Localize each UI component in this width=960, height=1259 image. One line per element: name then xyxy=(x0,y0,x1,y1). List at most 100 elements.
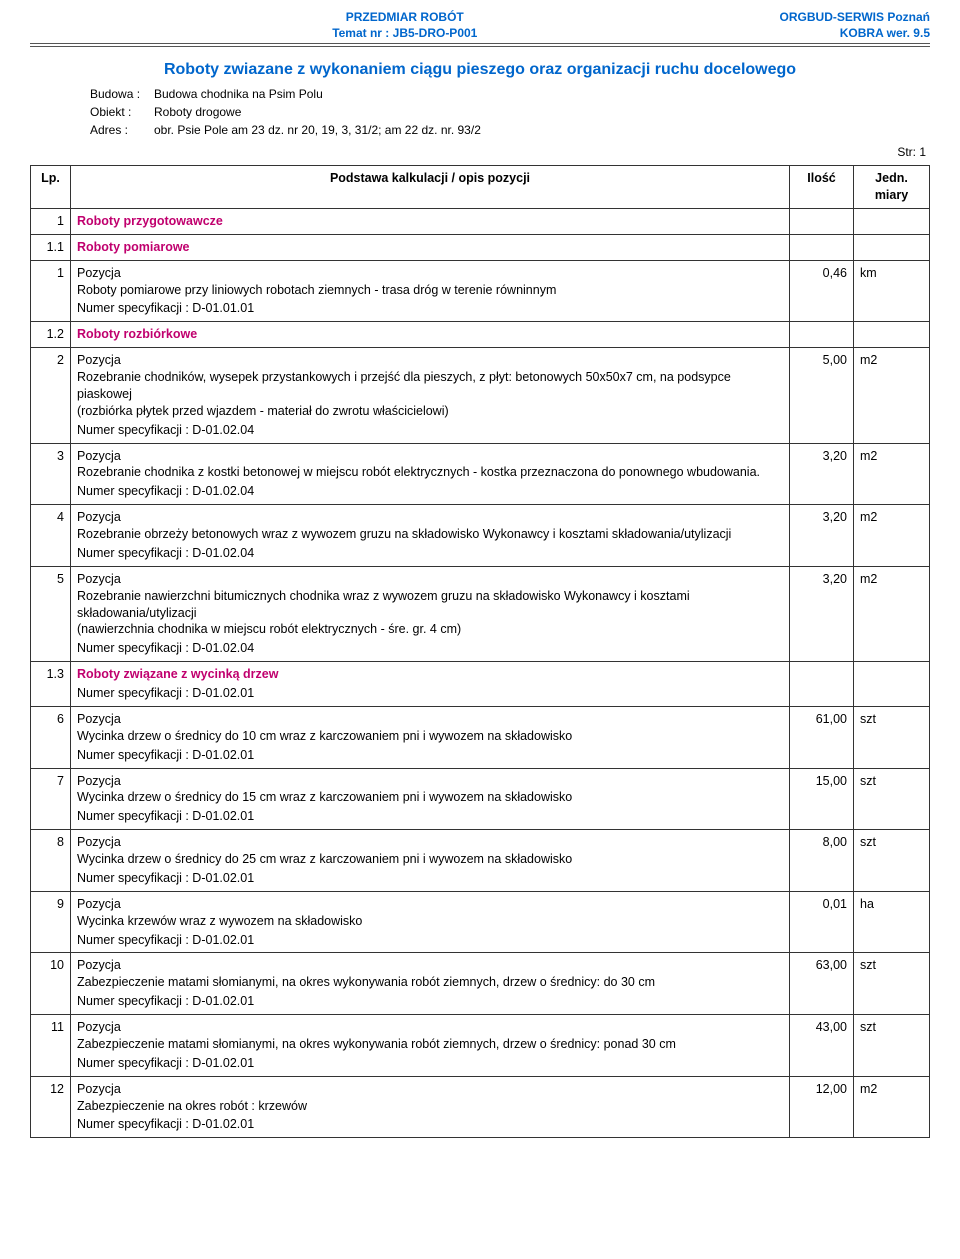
cell-lp: 6 xyxy=(31,706,71,768)
col-header-unit: Jedn. miary xyxy=(854,166,930,209)
spec-line: Numer specyfikacji : D-01.02.01 xyxy=(77,870,783,887)
table-row: 2PozycjaRozebranie chodników, wysepek pr… xyxy=(31,348,930,443)
cell-qty: 15,00 xyxy=(790,768,854,830)
cell-unit xyxy=(854,208,930,234)
table-row: 9PozycjaWycinka krzewów wraz z wywozem n… xyxy=(31,891,930,953)
position-title: Pozycja xyxy=(77,834,783,851)
spec-line: Numer specyfikacji : D-01.02.04 xyxy=(77,422,783,439)
position-body-line: Rozebranie chodnika z kostki betonowej w… xyxy=(77,464,783,481)
cell-lp: 2 xyxy=(31,348,71,443)
cell-lp: 9 xyxy=(31,891,71,953)
position-body-line: (nawierzchnia chodnika w miejscu robót e… xyxy=(77,621,783,638)
cell-lp: 5 xyxy=(31,566,71,661)
cell-lp: 12 xyxy=(31,1076,71,1138)
table-header-row: Lp. Podstawa kalkulacji / opis pozycji I… xyxy=(31,166,930,209)
position-title: Pozycja xyxy=(77,571,783,588)
meta-label-obiekt: Obiekt : xyxy=(90,103,154,121)
cell-unit: km xyxy=(854,260,930,322)
position-body-line: Wycinka drzew o średnicy do 10 cm wraz z… xyxy=(77,728,783,745)
cell-unit: szt xyxy=(854,1015,930,1077)
position-body-line: Zabezpieczenie matami słomianymi, na okr… xyxy=(77,1036,783,1053)
position-body-line: Wycinka drzew o średnicy do 25 cm wraz z… xyxy=(77,851,783,868)
header-company-line1: ORGBUD-SERWIS Poznań xyxy=(780,10,930,26)
cell-desc: PozycjaRozebranie chodników, wysepek prz… xyxy=(71,348,790,443)
table-row: 3PozycjaRozebranie chodnika z kostki bet… xyxy=(31,443,930,505)
meta-value-adres: obr. Psie Pole am 23 dz. nr 20, 19, 3, 3… xyxy=(154,121,481,139)
header-company-line2: KOBRA wer. 9.5 xyxy=(780,26,930,42)
position-title: Pozycja xyxy=(77,352,783,369)
cell-unit xyxy=(854,322,930,348)
position-body-line: Zabezpieczenie matami słomianymi, na okr… xyxy=(77,974,783,991)
cell-qty xyxy=(790,234,854,260)
cell-qty xyxy=(790,662,854,707)
cell-lp: 4 xyxy=(31,505,71,567)
position-title: Pozycja xyxy=(77,773,783,790)
cell-qty: 8,00 xyxy=(790,830,854,892)
table-row: 4PozycjaRozebranie obrzeży betonowych wr… xyxy=(31,505,930,567)
cell-qty: 3,20 xyxy=(790,505,854,567)
section-title: Roboty pomiarowe xyxy=(77,239,783,256)
cell-lp: 8 xyxy=(31,830,71,892)
cell-lp: 1.3 xyxy=(31,662,71,707)
cost-table: Lp. Podstawa kalkulacji / opis pozycji I… xyxy=(30,165,930,1138)
position-title: Pozycja xyxy=(77,957,783,974)
cell-desc: PozycjaZabezpieczenie matami słomianymi,… xyxy=(71,1015,790,1077)
header-top: PRZEDMIAR ROBÓT Temat nr : JB5-DRO-P001 … xyxy=(30,10,930,44)
meta-value-obiekt: Roboty drogowe xyxy=(154,103,241,121)
cell-unit: szt xyxy=(854,706,930,768)
header-title-line2: Temat nr : JB5-DRO-P001 xyxy=(30,26,780,42)
position-body-line: Rozebranie obrzeży betonowych wraz z wyw… xyxy=(77,526,783,543)
cell-desc: Roboty przygotowawcze xyxy=(71,208,790,234)
meta-label-adres: Adres : xyxy=(90,121,154,139)
header-right: ORGBUD-SERWIS Poznań KOBRA wer. 9.5 xyxy=(780,10,930,41)
position-body-line: Zabezpieczenie na okres robót : krzewów xyxy=(77,1098,783,1115)
position-title: Pozycja xyxy=(77,1019,783,1036)
spec-line: Numer specyfikacji : D-01.02.01 xyxy=(77,993,783,1010)
position-title: Pozycja xyxy=(77,509,783,526)
meta-value-budowa: Budowa chodnika na Psim Polu xyxy=(154,85,323,103)
table-row: 1.3Roboty związane z wycinką drzewNumer … xyxy=(31,662,930,707)
position-title: Pozycja xyxy=(77,265,783,282)
meta-row-budowa: Budowa : Budowa chodnika na Psim Polu xyxy=(90,85,930,103)
header-rule xyxy=(30,46,930,47)
spec-line: Numer specyfikacji : D-01.02.04 xyxy=(77,483,783,500)
spec-line: Numer specyfikacji : D-01.02.01 xyxy=(77,1055,783,1072)
position-body-line: (rozbiórka płytek przed wjazdem - materi… xyxy=(77,403,783,420)
cell-unit xyxy=(854,662,930,707)
cell-desc: PozycjaRozebranie obrzeży betonowych wra… xyxy=(71,505,790,567)
cell-desc: Roboty rozbiórkowe xyxy=(71,322,790,348)
spec-line: Numer specyfikacji : D-01.02.01 xyxy=(77,808,783,825)
header-title-line1: PRZEDMIAR ROBÓT xyxy=(30,10,780,26)
cell-unit: m2 xyxy=(854,505,930,567)
spec-line: Numer specyfikacji : D-01.02.01 xyxy=(77,932,783,949)
table-row: 1PozycjaRoboty pomiarowe przy liniowych … xyxy=(31,260,930,322)
cell-desc: Roboty związane z wycinką drzewNumer spe… xyxy=(71,662,790,707)
position-title: Pozycja xyxy=(77,896,783,913)
cell-qty: 3,20 xyxy=(790,566,854,661)
cell-qty: 63,00 xyxy=(790,953,854,1015)
table-row: 1Roboty przygotowawcze xyxy=(31,208,930,234)
cell-lp: 7 xyxy=(31,768,71,830)
cell-lp: 11 xyxy=(31,1015,71,1077)
table-row: 8 PozycjaWycinka drzew o średnicy do 25 c… xyxy=(31,830,930,892)
cell-qty xyxy=(790,322,854,348)
position-body-line: Rozebranie chodników, wysepek przystanko… xyxy=(77,369,783,403)
cell-qty: 3,20 xyxy=(790,443,854,505)
position-title: Pozycja xyxy=(77,711,783,728)
document-page: PRZEDMIAR ROBÓT Temat nr : JB5-DRO-P001 … xyxy=(0,0,960,1168)
cell-qty: 0,01 xyxy=(790,891,854,953)
page-number: Str: 1 xyxy=(30,145,926,159)
cell-desc: PozycjaZabezpieczenie matami słomianymi,… xyxy=(71,953,790,1015)
meta-label-budowa: Budowa : xyxy=(90,85,154,103)
col-header-lp: Lp. xyxy=(31,166,71,209)
cell-lp: 3 xyxy=(31,443,71,505)
cell-desc: Roboty pomiarowe xyxy=(71,234,790,260)
cell-unit xyxy=(854,234,930,260)
cell-lp: 1.1 xyxy=(31,234,71,260)
cell-desc: PozycjaWycinka krzewów wraz z wywozem na… xyxy=(71,891,790,953)
cell-unit: szt xyxy=(854,830,930,892)
table-row: 12PozycjaZabezpieczenie na okres robót :… xyxy=(31,1076,930,1138)
project-title: Roboty zwiazane z wykonaniem ciągu piesz… xyxy=(30,61,930,79)
cell-qty: 61,00 xyxy=(790,706,854,768)
table-row: 1.2Roboty rozbiórkowe xyxy=(31,322,930,348)
